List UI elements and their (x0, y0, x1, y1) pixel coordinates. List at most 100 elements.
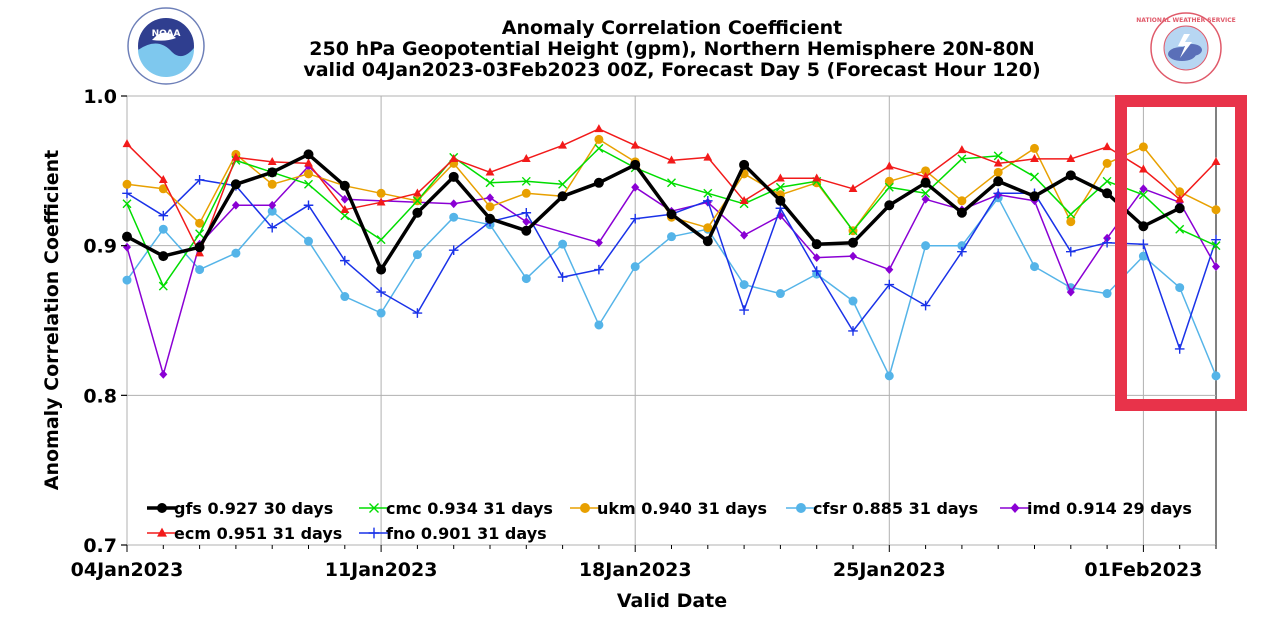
data-point-ecm (703, 152, 713, 161)
data-point-cmc (921, 188, 931, 198)
data-point-gfs (593, 177, 604, 188)
legend-swatch-marker (368, 527, 380, 539)
data-point-ecm (630, 140, 640, 149)
data-point-ukm (1030, 143, 1039, 153)
data-point-gfs (230, 179, 241, 190)
data-point-cmc (304, 179, 313, 189)
data-point-ukm (521, 188, 531, 198)
legend-swatch-marker (157, 527, 167, 537)
data-point-fno (630, 213, 640, 224)
data-point-cfsr (122, 275, 132, 285)
data-point-gfs (448, 171, 459, 182)
data-point-cmc (340, 211, 350, 221)
data-point-cmc (775, 182, 785, 192)
chart-title-line-2: 250 hPa Geopotential Height (gpm), North… (309, 38, 1034, 60)
x-tick-label: 01Feb2023 (1084, 559, 1202, 581)
data-point-fno (303, 200, 314, 211)
data-point-fno (557, 272, 568, 282)
data-point-fno (1174, 344, 1185, 354)
data-point-imd (921, 194, 930, 204)
data-point-imd (1212, 262, 1220, 272)
x-tick-label: 25Jan2023 (833, 559, 946, 581)
data-point-cmc (1211, 241, 1221, 251)
noaa-logo: NOAA (127, 7, 205, 85)
data-point-fno (158, 210, 169, 221)
data-point-imd (740, 230, 749, 240)
series-cmc (122, 143, 1221, 291)
data-point-gfs (1029, 191, 1040, 202)
series-cfsr (122, 193, 1221, 381)
data-point-fno (703, 195, 713, 206)
data-point-ukm (884, 176, 894, 186)
data-point-cfsr (1175, 283, 1185, 293)
data-point-imd (594, 238, 603, 248)
legend-swatch-marker (796, 503, 806, 513)
data-point-ecm (340, 204, 350, 213)
data-point-cmc (667, 178, 676, 188)
legend: gfs 0.927 30 days cmc 0.934 31 days ukm 0.… (147, 499, 1192, 543)
data-point-ecm (267, 157, 277, 166)
data-point-cfsr (340, 292, 350, 302)
data-point-cfsr (775, 289, 785, 299)
data-point-gfs (376, 264, 387, 275)
data-point-cfsr (558, 239, 568, 249)
data-point-imd (486, 193, 494, 203)
legend-label-fno: fno 0.901 31 days (386, 524, 547, 543)
data-point-ukm (957, 196, 967, 206)
x-tick-label: 11Jan2023 (325, 559, 438, 581)
data-point-gfs (666, 209, 677, 220)
axes: 0.7 0.8 0.9 1.0 04Jan2023 11Jan2023 18Jan2023 2… (71, 86, 1217, 581)
nws-logo: NATIONAL WEATHER SERVICE (1136, 12, 1236, 84)
series-imd (123, 161, 1220, 379)
data-point-cmc (848, 226, 858, 236)
data-point-gfs (267, 167, 278, 178)
legend-label-imd: imd 0.914 29 days (1027, 499, 1192, 518)
data-point-gfs (1102, 188, 1113, 199)
x-tick-label: 04Jan2023 (71, 559, 184, 581)
data-point-gfs (1174, 203, 1185, 214)
data-point-ecm (449, 154, 459, 163)
data-point-cmc (993, 151, 1003, 161)
data-point-imd (885, 265, 894, 275)
chart-title-line-3: valid 04Jan2023-03Feb2023 00Z, Forecast … (303, 59, 1040, 81)
data-point-ukm (1211, 205, 1221, 215)
data-point-cfsr (594, 320, 604, 330)
data-point-imd (1066, 287, 1075, 297)
data-point-fno (521, 207, 532, 218)
data-point-imd (812, 253, 821, 263)
legend-swatch-marker (157, 503, 167, 513)
legend-item-ecm: ecm 0.951 31 days (147, 524, 342, 543)
data-point-cfsr (449, 212, 459, 222)
data-point-cmc (1175, 224, 1185, 234)
data-point-ecm (993, 158, 1003, 167)
data-point-imd (631, 182, 640, 192)
data-point-cmc (195, 229, 205, 239)
data-point-ukm (594, 134, 604, 144)
data-point-cmc (703, 188, 713, 198)
data-point-ecm (739, 195, 749, 204)
data-point-cmc (521, 176, 531, 186)
data-point-ecm (667, 155, 676, 164)
data-point-ecm (812, 173, 822, 182)
data-point-gfs (521, 225, 532, 236)
data-point-imd (522, 217, 531, 227)
legend-label-gfs: gfs 0.927 30 days (174, 499, 333, 518)
data-point-ukm (122, 179, 132, 189)
y-tick-label: 0.9 (83, 236, 117, 258)
data-point-ecm (558, 140, 567, 149)
data-point-cmc (884, 182, 894, 192)
data-point-gfs (920, 177, 931, 188)
data-point-gfs (739, 159, 750, 170)
data-point-fno (739, 305, 749, 315)
data-point-ecm (884, 161, 894, 170)
nws-logo-text: NATIONAL WEATHER SERVICE (1136, 17, 1235, 24)
data-point-ecm (1139, 164, 1148, 173)
data-point-cmc (158, 281, 168, 291)
data-point-cmc (1066, 209, 1076, 219)
data-point-ukm (485, 202, 495, 212)
data-point-fno (957, 246, 967, 257)
data-point-gfs (811, 239, 822, 250)
x-axis-label: Valid Date (617, 590, 727, 612)
legend-swatch-marker (1010, 503, 1020, 513)
data-point-fno (993, 188, 1003, 199)
